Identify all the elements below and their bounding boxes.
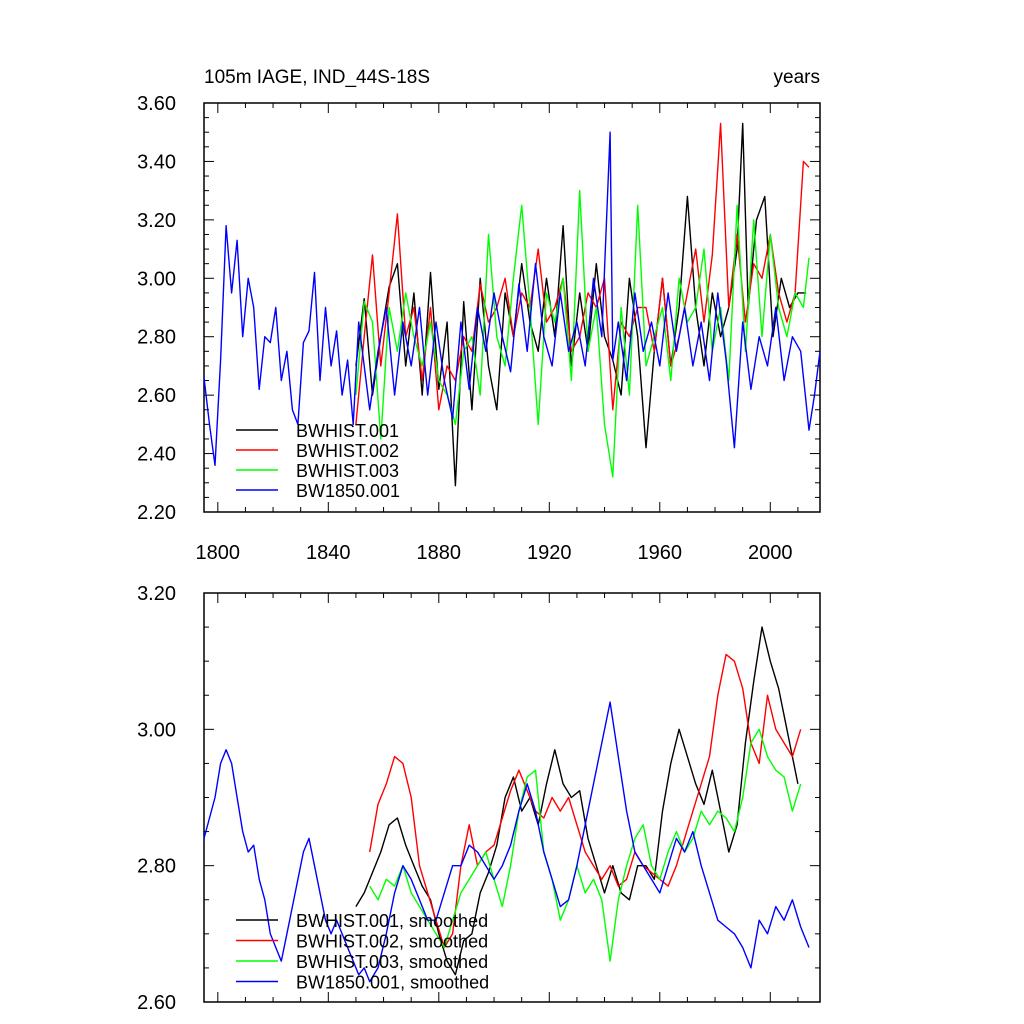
y-tick-label: 3.00: [137, 268, 176, 290]
y-tick-label: 3.20: [137, 583, 176, 605]
x-tick-label: 1840: [306, 542, 351, 564]
legend-label: BWHIST.003: [296, 461, 399, 481]
top-ticks: 1800 1840 1880 1920 1960 2000 2.20 2.40 2.60 2.80…: [137, 93, 820, 564]
legend-label: BWHIST.002: [296, 441, 399, 461]
legend-label: BWHIST.003, smoothed: [296, 952, 488, 972]
series-line-4: [203, 701, 810, 983]
bottom-ticks: 2.60 2.80 3.00 3.20: [137, 583, 820, 1014]
series-line-3: [355, 189, 810, 478]
y-tick-label: 3.00: [137, 719, 176, 741]
top-units-label: years: [774, 67, 820, 88]
x-tick-label: 1920: [527, 542, 572, 564]
legend-label: BW1850.001, smoothed: [296, 973, 489, 993]
top-panel: 105m IAGE, IND_44S-18S years 1800 1840 188…: [137, 67, 821, 564]
y-tick-label: 2.80: [137, 327, 176, 349]
x-tick-label: 1800: [196, 542, 241, 564]
y-tick-label: 2.40: [137, 444, 176, 466]
y-tick-label: 3.20: [137, 210, 176, 232]
series-line-2: [369, 653, 802, 949]
series-line-4: [203, 131, 821, 466]
legend-label: BWHIST.001: [296, 421, 399, 441]
legend-label: BW1850.001: [296, 481, 400, 501]
bottom-series: [203, 626, 810, 983]
legend-label: BWHIST.001, smoothed: [296, 911, 488, 931]
y-tick-label: 2.60: [137, 385, 176, 407]
top-series: [203, 122, 821, 487]
legend-label: BWHIST.002, smoothed: [296, 932, 488, 952]
series-line-3: [369, 728, 802, 962]
series-line-1: [355, 122, 807, 487]
top-title: 105m IAGE, IND_44S-18S: [204, 67, 430, 88]
x-tick-label: 1880: [417, 542, 462, 564]
y-tick-label: 3.40: [137, 151, 176, 173]
y-tick-label: 3.60: [137, 93, 176, 115]
bottom-panel: 2.602.803.003.20 BWHIST.001, smoothedBWH…: [137, 583, 821, 1014]
y-tick-label: 2.20: [137, 502, 176, 524]
x-tick-label: 1960: [638, 542, 683, 564]
y-tick-label: 2.60: [137, 992, 176, 1014]
y-tick-label: 2.80: [137, 856, 176, 878]
x-tick-label: 2000: [748, 542, 793, 564]
